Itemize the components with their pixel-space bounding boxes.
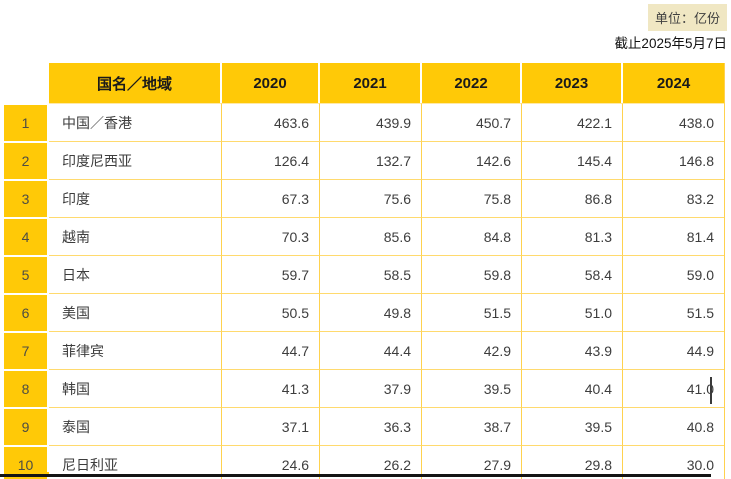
value-cell: 40.8	[623, 407, 724, 445]
row-number: 5	[4, 255, 49, 293]
country-name-cell: 美国	[49, 293, 222, 331]
country-name-cell: 菲律宾	[49, 331, 222, 369]
value-cell: 44.7	[222, 331, 320, 369]
country-name-cell: 韩国	[49, 369, 222, 407]
value-cell: 51.5	[422, 293, 522, 331]
value-cell: 81.3	[522, 217, 623, 255]
country-name-cell: 尼日利亚	[49, 445, 222, 479]
value-cell: 59.0	[623, 255, 724, 293]
value-cell: 85.6	[320, 217, 422, 255]
table-row: 9 泰国 37.1 36.3 38.7 39.5 40.8	[4, 407, 724, 445]
value-cell: 39.5	[422, 369, 522, 407]
value-cell: 58.5	[320, 255, 422, 293]
value-cell: 70.3	[222, 217, 320, 255]
table-row: 4 越南 70.3 85.6 84.8 81.3 81.4	[4, 217, 724, 255]
value-cell: 146.8	[623, 141, 724, 179]
country-name-cell: 越南	[49, 217, 222, 255]
table-row: 3 印度 67.3 75.6 75.8 86.8 83.2	[4, 179, 724, 217]
column-header-country: 国名／地域	[49, 63, 222, 103]
country-yearly-data-table: 国名／地域 2020 2021 2022 2023 2024 1 中国／香港 4…	[4, 63, 725, 479]
value-cell: 450.7	[422, 103, 522, 141]
value-cell: 75.8	[422, 179, 522, 217]
as-of-date-label: 截止2025年5月7日	[614, 36, 727, 51]
country-name-cell: 印度	[49, 179, 222, 217]
value-cell: 422.1	[522, 103, 623, 141]
value-cell: 26.2	[320, 445, 422, 479]
column-header-2022: 2022	[422, 63, 522, 103]
table-row: 2 印度尼西亚 126.4 132.7 142.6 145.4 146.8	[4, 141, 724, 179]
right-edge-artifact-line	[710, 377, 712, 404]
value-cell: 67.3	[222, 179, 320, 217]
table-row: 1 中国／香港 463.6 439.9 450.7 422.1 438.0	[4, 103, 724, 141]
value-cell: 126.4	[222, 141, 320, 179]
value-cell: 58.4	[522, 255, 623, 293]
table-row: 7 菲律宾 44.7 44.4 42.9 43.9 44.9	[4, 331, 724, 369]
value-cell: 41.0	[623, 369, 724, 407]
value-cell: 84.8	[422, 217, 522, 255]
value-cell: 41.3	[222, 369, 320, 407]
corner-cell	[4, 63, 49, 103]
unit-label: 单位：亿份	[647, 4, 727, 31]
row-number: 1	[4, 103, 49, 141]
value-cell: 75.6	[320, 179, 422, 217]
value-cell: 59.7	[222, 255, 320, 293]
value-cell: 42.9	[422, 331, 522, 369]
value-cell: 59.8	[422, 255, 522, 293]
country-name-cell: 中国／香港	[49, 103, 222, 141]
value-cell: 36.3	[320, 407, 422, 445]
value-cell: 83.2	[623, 179, 724, 217]
country-name-cell: 泰国	[49, 407, 222, 445]
value-cell: 81.4	[623, 217, 724, 255]
value-cell: 86.8	[522, 179, 623, 217]
country-name-cell: 日本	[49, 255, 222, 293]
value-cell: 29.8	[522, 445, 623, 479]
value-cell: 463.6	[222, 103, 320, 141]
value-cell: 438.0	[623, 103, 724, 141]
value-cell: 439.9	[320, 103, 422, 141]
value-cell: 44.4	[320, 331, 422, 369]
value-cell: 132.7	[320, 141, 422, 179]
column-header-2024: 2024	[623, 63, 724, 103]
value-cell: 51.5	[623, 293, 724, 331]
value-cell: 37.9	[320, 369, 422, 407]
value-cell: 24.6	[222, 445, 320, 479]
table-row: 10 尼日利亚 24.6 26.2 27.9 29.8 30.0	[4, 445, 724, 479]
table-row: 8 韩国 41.3 37.9 39.5 40.4 41.0	[4, 369, 724, 407]
value-cell: 27.9	[422, 445, 522, 479]
value-cell: 44.9	[623, 331, 724, 369]
column-header-2023: 2023	[522, 63, 623, 103]
row-number: 7	[4, 331, 49, 369]
value-cell: 51.0	[522, 293, 623, 331]
bottom-rule-line	[0, 474, 711, 477]
value-cell: 39.5	[522, 407, 623, 445]
country-name-cell: 印度尼西亚	[49, 141, 222, 179]
table-row: 6 美国 50.5 49.8 51.5 51.0 51.5	[4, 293, 724, 331]
table-row: 5 日本 59.7 58.5 59.8 58.4 59.0	[4, 255, 724, 293]
value-cell: 49.8	[320, 293, 422, 331]
value-cell: 43.9	[522, 331, 623, 369]
row-number: 8	[4, 369, 49, 407]
value-cell: 145.4	[522, 141, 623, 179]
value-cell: 38.7	[422, 407, 522, 445]
row-number: 3	[4, 179, 49, 217]
value-cell: 50.5	[222, 293, 320, 331]
row-number: 9	[4, 407, 49, 445]
column-header-2020: 2020	[222, 63, 320, 103]
row-number: 2	[4, 141, 49, 179]
value-cell: 40.4	[522, 369, 623, 407]
column-header-2021: 2021	[320, 63, 422, 103]
row-number: 6	[4, 293, 49, 331]
value-cell: 142.6	[422, 141, 522, 179]
row-number: 4	[4, 217, 49, 255]
value-cell: 30.0	[623, 445, 724, 479]
value-cell: 37.1	[222, 407, 320, 445]
header-row: 国名／地域 2020 2021 2022 2023 2024	[4, 63, 724, 103]
